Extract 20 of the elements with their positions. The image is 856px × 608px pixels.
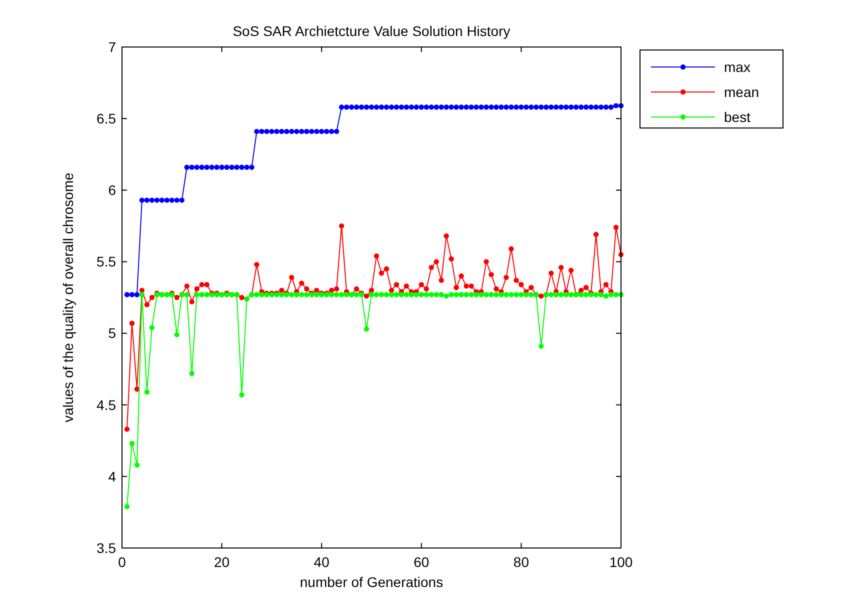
y-tick-label: 4 bbox=[108, 468, 116, 484]
chart-title: SoS SAR Archietcture Value Solution History bbox=[232, 23, 510, 39]
x-tick-label: 80 bbox=[513, 554, 530, 570]
y-axis-title: values of the quality of overall chrosome bbox=[60, 172, 76, 422]
y-tick-label: 6.5 bbox=[96, 110, 116, 126]
y-tick-label: 5 bbox=[108, 325, 116, 342]
x-tick-label: 40 bbox=[314, 554, 330, 570]
y-tick-label: 5.5 bbox=[96, 254, 116, 270]
x-tick-label: 0 bbox=[118, 554, 126, 570]
legend-label: mean bbox=[724, 84, 760, 100]
legend-label: best bbox=[724, 108, 751, 125]
y-tick-label: 6 bbox=[108, 182, 116, 198]
y-tick-label: 3.5 bbox=[96, 540, 116, 556]
y-tick-label: 7 bbox=[108, 38, 116, 55]
x-tick-label: 100 bbox=[609, 554, 633, 570]
x-tick-label: 60 bbox=[414, 554, 430, 570]
x-axis-title: number of Generations bbox=[300, 574, 444, 590]
y-tick-label: 4.5 bbox=[96, 396, 116, 413]
x-tick-label: 20 bbox=[214, 554, 230, 570]
legend-label: max bbox=[724, 58, 750, 75]
